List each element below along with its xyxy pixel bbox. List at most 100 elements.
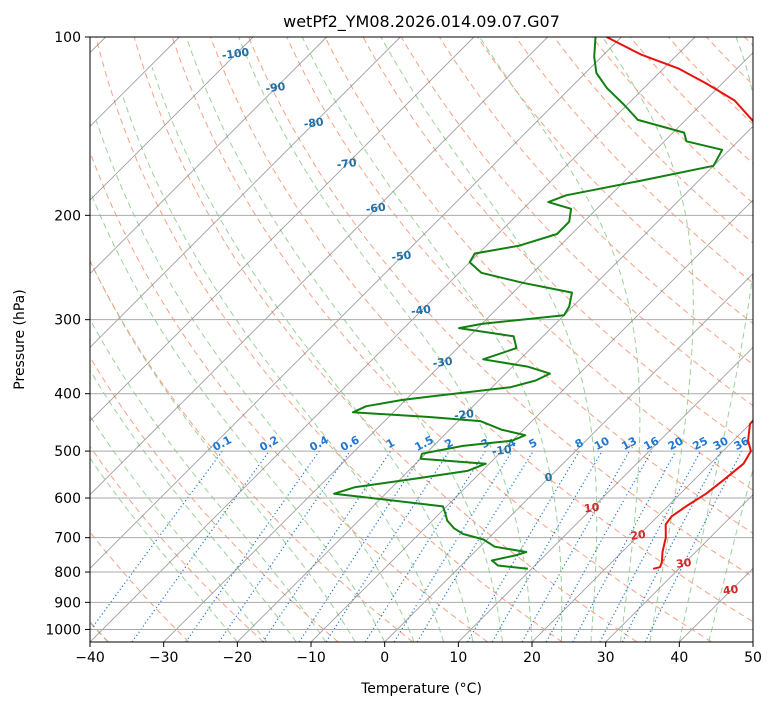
mixing-ratio-label: 20 <box>666 434 686 453</box>
temperature-profile-line <box>606 37 753 570</box>
moist-adiabat-line <box>122 97 445 642</box>
moist-adiabat-line <box>90 369 297 642</box>
mixing-ratio-lines <box>90 450 743 642</box>
x-tick-label: 30 <box>597 650 615 666</box>
isotherms <box>90 37 753 642</box>
isotherm-label: -50 <box>391 249 413 265</box>
moist-adiabat-line <box>185 37 503 642</box>
dry-adiabat-line <box>629 37 753 165</box>
mixing-ratio-line <box>621 450 722 642</box>
mixing-ratio-line <box>644 450 743 642</box>
x-tick-label: 20 <box>523 650 541 666</box>
mixing-ratio-label: 16 <box>642 434 662 453</box>
isotherm-label: -40 <box>410 303 432 319</box>
x-axis-ticks: −40 −30 −20 −10 0 10 20 30 40 50 <box>75 642 762 666</box>
dry-adiabat-line <box>477 37 753 325</box>
x-tick-label: 0 <box>380 650 389 666</box>
dry-adiabat-line <box>248 37 753 578</box>
isotherm-label: -30 <box>432 355 454 371</box>
y-tick-label: 200 <box>54 208 81 224</box>
dry-adiabat-line <box>324 37 753 491</box>
mixing-ratio-line <box>298 450 425 642</box>
y-tick-label: 100 <box>54 30 81 46</box>
dry-adiabat-line <box>171 37 712 642</box>
isotherm-line <box>90 37 696 642</box>
x-tick-label: −20 <box>223 650 253 666</box>
isotherm-line <box>163 52 753 642</box>
y-tick-label: 800 <box>54 565 81 581</box>
isotherm-line <box>531 420 753 642</box>
moist-adiabat-line <box>678 37 753 642</box>
mixing-ratio-line <box>131 450 270 642</box>
x-tick-label: 10 <box>449 650 467 666</box>
mixing-ratio-line <box>491 450 603 642</box>
moist-adiabat-line <box>90 259 356 642</box>
profiles <box>333 37 753 570</box>
isotherm-label: 30 <box>675 556 692 571</box>
isotherm-line <box>90 37 401 348</box>
isotherm-line <box>90 37 327 275</box>
x-tick-label: −40 <box>75 650 105 666</box>
isotherm-label: 0 <box>544 470 554 484</box>
isotherm-label: 10 <box>583 501 600 516</box>
dry-adiabat-line <box>95 37 563 642</box>
isobars <box>90 37 753 630</box>
y-axis-ticks: 100 200 300 400 500 600 700 800 900 1000 <box>45 30 90 638</box>
x-tick-label: −30 <box>149 650 179 666</box>
isotherm-line <box>90 37 475 422</box>
dry-adiabat-line <box>90 445 264 642</box>
mixing-ratio-line <box>185 450 320 642</box>
dry-adiabat-line <box>133 37 638 642</box>
isotherm-label: -100 <box>221 46 250 63</box>
dry-adiabat-line <box>90 259 414 642</box>
plot-frame <box>89 36 754 643</box>
dry-adiabat-line <box>210 37 753 623</box>
isotherm-label: -80 <box>303 115 325 131</box>
y-tick-label: 900 <box>54 595 81 611</box>
y-tick-label: 300 <box>54 313 81 329</box>
y-tick-label: 500 <box>54 444 81 460</box>
plot-area <box>90 37 753 642</box>
mixing-ratio-line <box>416 450 534 642</box>
dry-adiabat-line <box>591 37 753 204</box>
background-grid <box>90 37 753 642</box>
moist-adiabat-line <box>601 37 694 642</box>
mixing-ratio-label: 10 <box>592 434 612 453</box>
x-tick-label: 40 <box>670 650 688 666</box>
isotherm-line <box>90 37 254 201</box>
x-axis-label: Temperature (°C) <box>360 681 482 697</box>
mixing-ratio-label: 30 <box>711 434 731 453</box>
mixing-ratio-line <box>218 450 351 642</box>
isotherm-line <box>90 37 622 569</box>
mixing-ratio-line <box>393 450 513 642</box>
isotherm-label: -10 <box>491 443 513 459</box>
mixing-ratio-label: 13 <box>619 434 639 453</box>
x-tick-label: 50 <box>744 650 762 666</box>
isotherm-label: 40 <box>722 583 739 598</box>
isotherm-line <box>310 199 753 642</box>
mixing-ratio-line <box>599 450 702 642</box>
moist-adiabat-line <box>238 37 533 642</box>
isotherm-line <box>605 494 753 642</box>
y-axis-label: Pressure (hPa) <box>12 289 28 389</box>
dry-adiabat-line <box>515 37 753 284</box>
isotherm-label: -90 <box>265 80 287 96</box>
dry-adiabat-line <box>400 37 753 407</box>
y-tick-label: 700 <box>54 531 81 547</box>
moist-adiabat-line <box>90 318 327 642</box>
dewpoint-profile-line <box>333 37 724 570</box>
moist-adiabat-line <box>90 189 386 642</box>
mixing-ratio-label: 25 <box>690 434 710 453</box>
mixing-ratio-label: 36 <box>732 434 752 453</box>
isotherm-label: 20 <box>630 528 647 543</box>
isotherm-line <box>237 125 753 642</box>
chart-title: wetPf2_YM08.2026.014.09.07.G07 <box>283 12 560 32</box>
y-tick-label: 1000 <box>45 622 81 638</box>
moist-adiabat-line <box>708 467 753 642</box>
y-tick-label: 600 <box>54 491 81 507</box>
isotherm-label: -70 <box>336 156 358 172</box>
isotherm-line <box>90 37 548 496</box>
mixing-ratio-line <box>90 450 223 632</box>
x-tick-label: −10 <box>296 650 326 666</box>
